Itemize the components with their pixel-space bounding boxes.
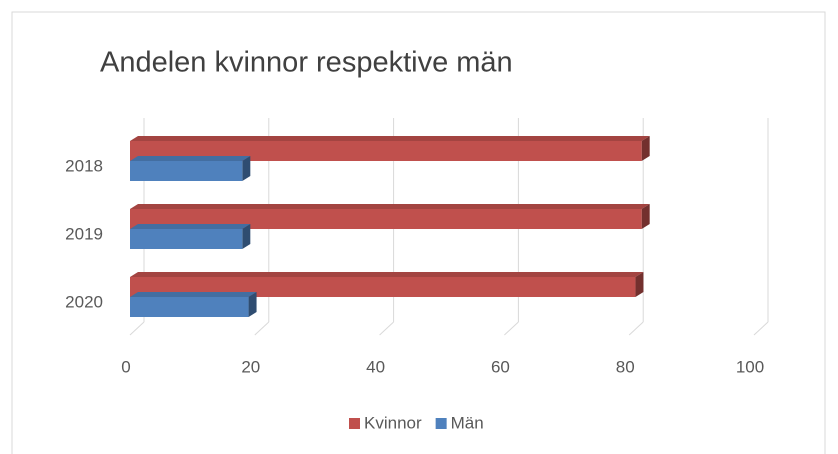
bar-top (130, 224, 251, 229)
x-tick-label: 0 (121, 357, 130, 376)
bar-top (130, 292, 257, 297)
grid-line-floor (628, 321, 644, 336)
x-tick-label: 60 (491, 357, 510, 376)
legend-label: Kvinnor (364, 413, 422, 432)
bar (130, 229, 243, 249)
grid-line-floor (379, 321, 394, 336)
x-tick-label: 20 (241, 357, 260, 376)
grid-line-floor (129, 321, 145, 336)
legend-label: Män (451, 413, 484, 432)
grid-line-floor (504, 321, 519, 336)
bar (130, 297, 249, 317)
bar (130, 209, 642, 229)
y-tick-label: 2018 (65, 156, 103, 175)
legend-swatch (349, 418, 360, 429)
bar-side (635, 272, 644, 297)
bar (130, 141, 642, 161)
chart-title: Andelen kvinnor respektive män (100, 47, 513, 79)
x-tick-label: 80 (616, 357, 635, 376)
legend-swatch (435, 418, 447, 429)
bar-top (130, 136, 650, 141)
y-tick-label: 2020 (65, 292, 103, 311)
bar-top (130, 156, 251, 161)
bar-side (242, 156, 251, 181)
bar-top (130, 272, 644, 277)
y-tick-label: 2019 (65, 224, 103, 243)
grid-line-floor (753, 321, 769, 336)
bar-side (248, 292, 257, 317)
bar-side (641, 204, 650, 229)
bar (130, 161, 243, 181)
bar-side (641, 136, 650, 161)
x-tick-label: 100 (736, 357, 764, 376)
bar-side (242, 224, 251, 249)
bar-top (130, 204, 650, 209)
x-tick-label: 40 (366, 357, 385, 376)
grid-line-floor (254, 321, 270, 336)
